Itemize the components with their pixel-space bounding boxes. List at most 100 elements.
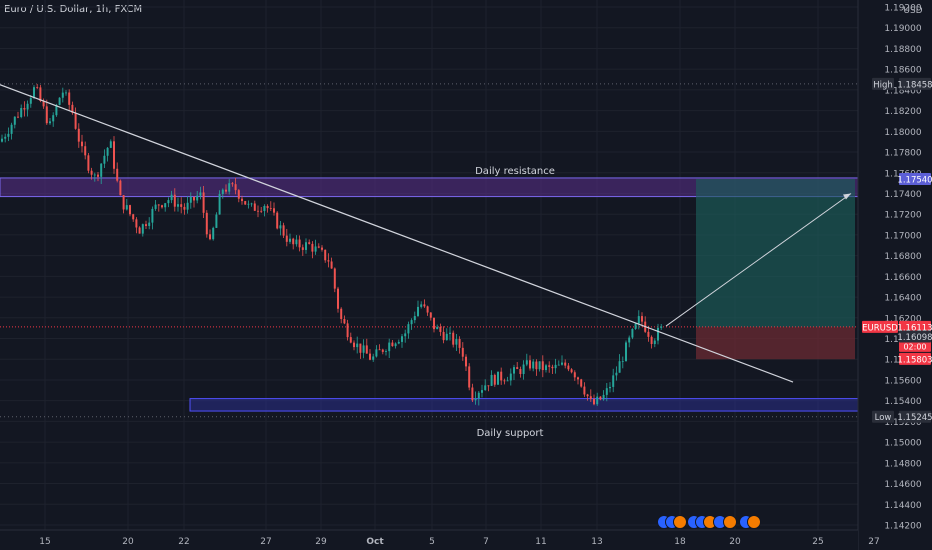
candle — [516, 362, 519, 370]
projection-arrow[interactable] — [665, 193, 852, 327]
candle-body — [577, 377, 579, 380]
candle-body — [218, 193, 221, 215]
candle-body — [426, 306, 429, 313]
candle-body — [455, 338, 458, 345]
candle-body — [237, 190, 240, 199]
candle — [145, 220, 147, 229]
candle — [381, 348, 384, 355]
candle — [545, 363, 547, 373]
candle-body — [17, 116, 19, 118]
candle-body — [529, 360, 531, 369]
candle-body — [145, 224, 147, 226]
candle — [461, 342, 464, 361]
economic-event-icon[interactable] — [723, 515, 737, 529]
price-tick-label: 1.16600 — [884, 273, 921, 283]
candle-body — [465, 356, 467, 367]
candle — [129, 204, 131, 217]
candle-body — [458, 338, 461, 348]
candle — [65, 90, 67, 96]
price-tick-label: 1.16800 — [884, 252, 921, 262]
candle — [583, 382, 586, 397]
candle-body — [381, 349, 384, 352]
price-axis[interactable] — [858, 0, 932, 550]
candle — [327, 253, 330, 268]
support-zone[interactable] — [189, 398, 859, 412]
candle — [209, 229, 211, 241]
price-tick-label: 1.14600 — [884, 480, 921, 490]
candle-body — [474, 398, 477, 401]
candle-body — [525, 360, 528, 365]
price-tick-label: 1.19200 — [884, 4, 921, 14]
candle-body — [497, 371, 499, 385]
current-price-value: 1.16113 — [897, 323, 932, 333]
candle-body — [138, 227, 141, 234]
candle-body — [561, 362, 563, 365]
candle — [273, 202, 275, 216]
candle-body — [170, 194, 173, 201]
candle-body — [273, 208, 275, 213]
candle — [394, 342, 397, 349]
candle — [199, 186, 202, 200]
candle — [657, 323, 659, 345]
support-label: Daily support — [477, 428, 544, 439]
position-stop-zone[interactable] — [696, 327, 855, 360]
candle — [26, 100, 29, 117]
trendline[interactable] — [0, 84, 794, 383]
time-axis[interactable] — [0, 530, 858, 550]
economic-event-icon[interactable] — [673, 515, 687, 529]
candle — [490, 370, 493, 386]
candle — [314, 239, 317, 255]
candle-body — [77, 128, 80, 142]
candle — [538, 361, 541, 372]
candle-body — [618, 361, 621, 373]
candle-body — [10, 124, 13, 134]
candle — [375, 345, 378, 358]
candle-body — [295, 239, 298, 245]
candle — [257, 205, 259, 218]
candle-body — [257, 210, 259, 212]
candle-body — [369, 353, 371, 360]
candle-body — [314, 246, 317, 252]
candle-body — [157, 204, 160, 206]
candle — [474, 391, 477, 405]
candle — [493, 373, 496, 387]
candle-body — [583, 386, 586, 395]
candle — [455, 333, 458, 351]
time-tick-label: 15 — [39, 537, 50, 547]
candle — [237, 188, 240, 203]
candle — [487, 385, 490, 392]
candle — [20, 104, 23, 119]
candle — [36, 83, 39, 90]
candle — [359, 343, 362, 359]
candle — [285, 228, 288, 247]
candle-body — [356, 343, 359, 348]
candle-body — [589, 396, 592, 400]
candle — [189, 192, 192, 209]
position-target-zone[interactable] — [696, 178, 855, 328]
candle-body — [177, 204, 179, 207]
time-tick-label: 20 — [122, 537, 134, 547]
candle-body — [49, 121, 51, 124]
candle — [599, 396, 602, 401]
candle-body — [7, 133, 10, 137]
candle — [378, 344, 381, 351]
candle-body — [580, 379, 583, 387]
candle-body — [609, 386, 611, 389]
candle — [346, 319, 349, 341]
candles[interactable] — [1, 83, 663, 407]
candle — [551, 364, 554, 375]
low-badge — [899, 410, 931, 423]
price-tick-label: 1.17800 — [884, 149, 921, 159]
candle-body — [234, 184, 237, 191]
candle — [87, 152, 90, 174]
candle-body — [71, 104, 74, 113]
economic-event-icon[interactable] — [747, 515, 761, 529]
candle — [247, 200, 250, 209]
candle — [266, 204, 269, 213]
candle — [586, 393, 589, 401]
high-value: 1.18458 — [897, 80, 932, 90]
candle — [436, 324, 439, 330]
candle-body — [311, 243, 314, 252]
candle — [343, 315, 346, 325]
